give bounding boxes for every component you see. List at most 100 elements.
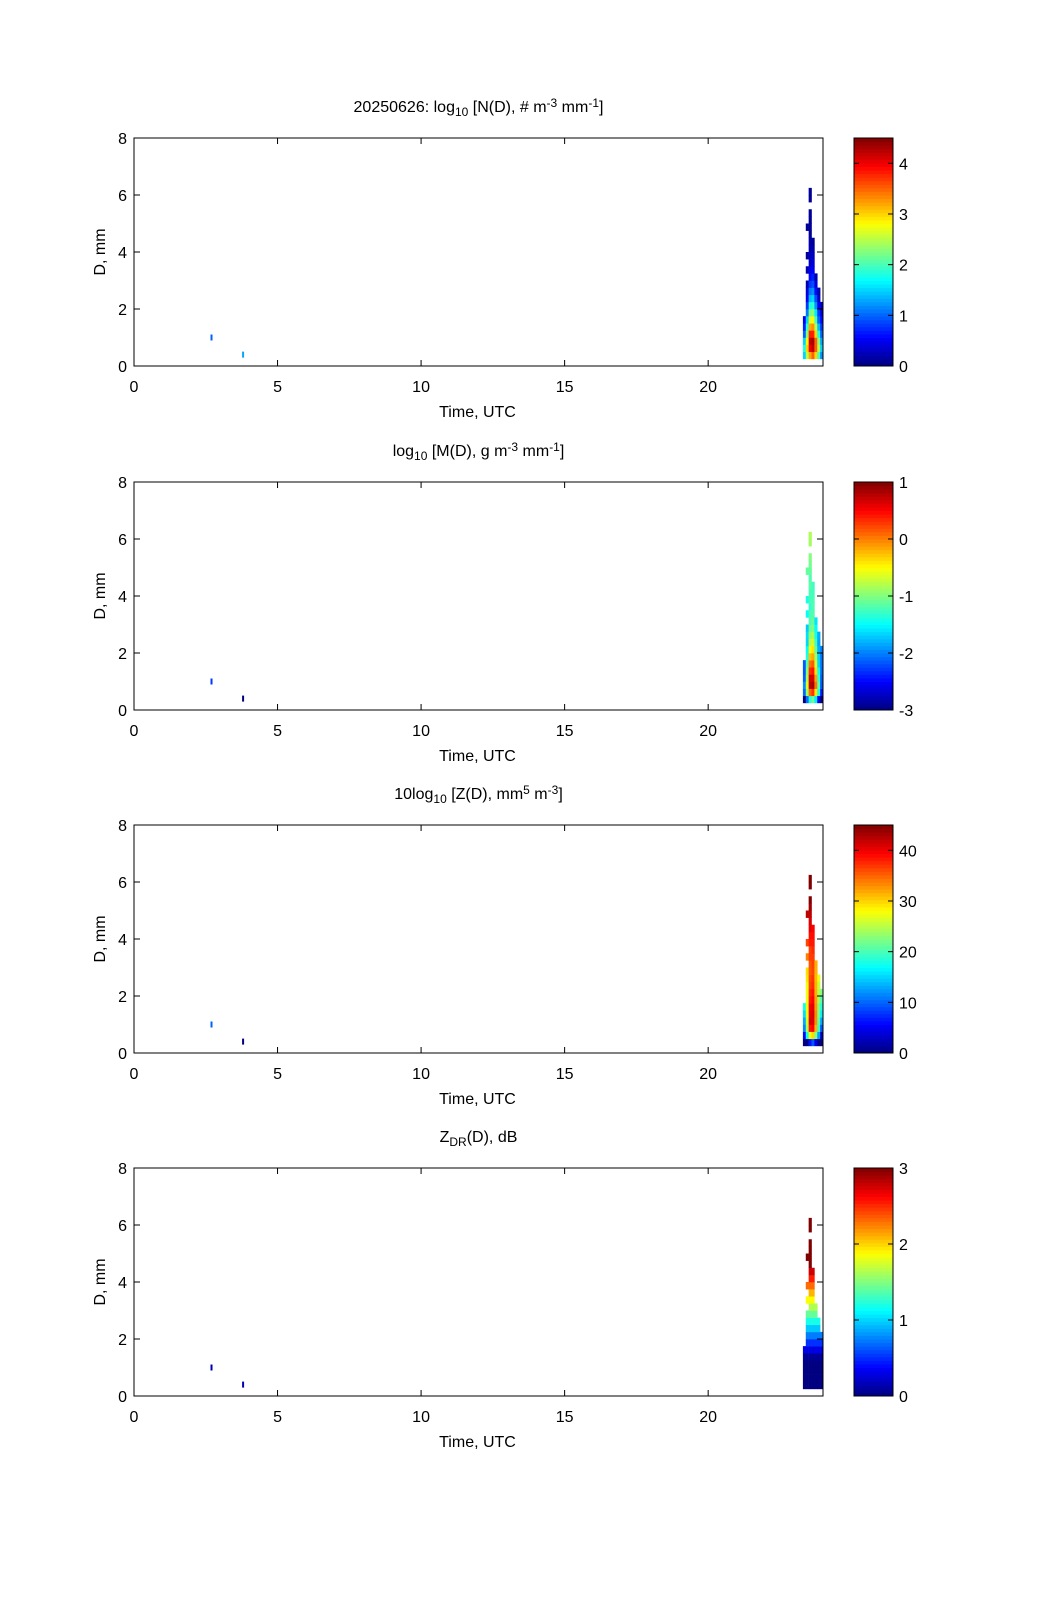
colorbar-segment xyxy=(854,663,893,668)
heatmap-cell xyxy=(805,287,809,296)
heatmap-cell xyxy=(805,1003,809,1011)
colorbar-segment xyxy=(854,631,893,636)
heatmap-cell xyxy=(808,896,812,904)
x-axis-label: Time, UTC xyxy=(439,404,516,421)
heatmap-cell xyxy=(808,581,812,590)
heatmap-cell xyxy=(808,996,812,1004)
heatmap-cell xyxy=(817,1031,821,1040)
heatmap-cell xyxy=(808,280,812,288)
colorbar-segment xyxy=(854,953,893,958)
y-tick-label: 2 xyxy=(118,302,127,319)
colorbar-segment xyxy=(854,195,893,200)
heatmap-cell xyxy=(814,1353,818,1361)
heatmap-cell xyxy=(802,1381,807,1390)
heatmap-cell xyxy=(805,567,809,575)
heatmap-cell xyxy=(814,1031,818,1040)
colorbar-segment xyxy=(854,706,893,711)
colorbar-segment xyxy=(854,330,893,335)
heatmap-cell xyxy=(814,660,818,668)
colorbar-segment xyxy=(854,1371,893,1376)
colorbar-segment xyxy=(854,1253,893,1258)
colorbar-segment xyxy=(854,1267,893,1272)
heatmap-cell xyxy=(808,617,812,625)
colorbar-segment xyxy=(854,1221,893,1226)
colorbar-segment xyxy=(854,1013,893,1018)
heatmap-cell xyxy=(805,1253,809,1261)
heatmap-cell xyxy=(814,667,818,675)
colorbar-segment xyxy=(854,949,893,954)
colorbar-segment xyxy=(854,145,893,150)
title-sup: -3 xyxy=(507,440,518,454)
colorbar-tick-label: -3 xyxy=(899,703,913,720)
heatmap-cell xyxy=(811,610,815,618)
heatmap-cell xyxy=(808,1346,812,1354)
heatmap-cell xyxy=(811,1296,815,1304)
heatmap-cell xyxy=(820,1339,824,1347)
colorbar-segment xyxy=(854,692,893,697)
colorbar-segment xyxy=(854,1217,893,1222)
heatmap-cell xyxy=(808,301,812,310)
colorbar-segment xyxy=(854,316,893,321)
x-tick-label: 10 xyxy=(412,723,430,740)
heatmap-cell xyxy=(811,266,815,274)
colorbar-segment xyxy=(854,212,893,217)
colorbar-segment xyxy=(854,301,893,306)
heatmap-cell xyxy=(817,674,821,682)
colorbar-tick-label: 2 xyxy=(899,258,908,275)
x-axis-label: Time, UTC xyxy=(439,1091,516,1108)
x-tick-label: 15 xyxy=(556,1066,574,1083)
colorbar-segment xyxy=(854,1314,893,1319)
x-tick-label: 0 xyxy=(130,379,139,396)
title-text: 10log xyxy=(394,786,433,803)
heatmap-cell xyxy=(814,344,818,353)
colorbar-segment xyxy=(854,1175,893,1180)
colorbar-segment xyxy=(854,1210,893,1215)
colorbar-segment xyxy=(854,839,893,844)
colorbar-segment xyxy=(854,291,893,296)
heatmap-cell xyxy=(808,681,812,689)
colorbar-segment xyxy=(854,187,893,192)
heatmap-cell xyxy=(805,638,809,647)
heatmap-cell xyxy=(817,645,821,654)
heatmap-cell xyxy=(817,653,821,661)
heatmap-cell xyxy=(814,301,818,310)
colorbar-segment xyxy=(854,549,893,554)
colorbar-segment xyxy=(854,585,893,590)
heatmap-cell xyxy=(808,953,812,961)
heatmap-cell xyxy=(820,1017,824,1025)
heatmap-cell xyxy=(811,960,815,968)
heatmap-cell xyxy=(808,988,812,997)
heatmap-cell xyxy=(805,316,809,324)
y-axis-label: D, mm xyxy=(92,228,109,275)
colorbar-segment xyxy=(854,219,893,224)
y-tick-label: 4 xyxy=(118,589,127,606)
colorbar-segment xyxy=(854,244,893,249)
colorbar-box xyxy=(853,824,894,1054)
colorbar-segment xyxy=(854,141,893,146)
title-sup: -1 xyxy=(588,96,599,110)
x-tick-label: 5 xyxy=(273,723,282,740)
colorbar-segment xyxy=(854,1346,893,1351)
heatmap-cell xyxy=(802,344,807,353)
colorbar-segment xyxy=(854,846,893,851)
heatmap-cell xyxy=(814,653,818,661)
colorbar-segment xyxy=(854,1299,893,1304)
heatmap-cell xyxy=(805,674,809,682)
colorbar-segment xyxy=(854,528,893,533)
colorbar-segment xyxy=(854,985,893,990)
heatmap-cell xyxy=(820,309,824,317)
colorbar-segment xyxy=(854,688,893,693)
colorbar-segment xyxy=(854,578,893,583)
heatmap-cell xyxy=(811,1381,815,1390)
colorbar-segment xyxy=(854,1010,893,1015)
heatmap-cell xyxy=(811,1017,815,1025)
heatmap-cell xyxy=(814,337,818,345)
heatmap-cell xyxy=(805,1017,809,1025)
heatmap-cell xyxy=(811,967,815,975)
heatmap-cell xyxy=(808,1360,812,1368)
colorbar-segment xyxy=(854,685,893,690)
colorbar-segment xyxy=(854,1374,893,1379)
colorbar-segment xyxy=(854,510,893,515)
colorbar-segment xyxy=(854,1292,893,1297)
heatmap-cell xyxy=(811,1374,815,1383)
